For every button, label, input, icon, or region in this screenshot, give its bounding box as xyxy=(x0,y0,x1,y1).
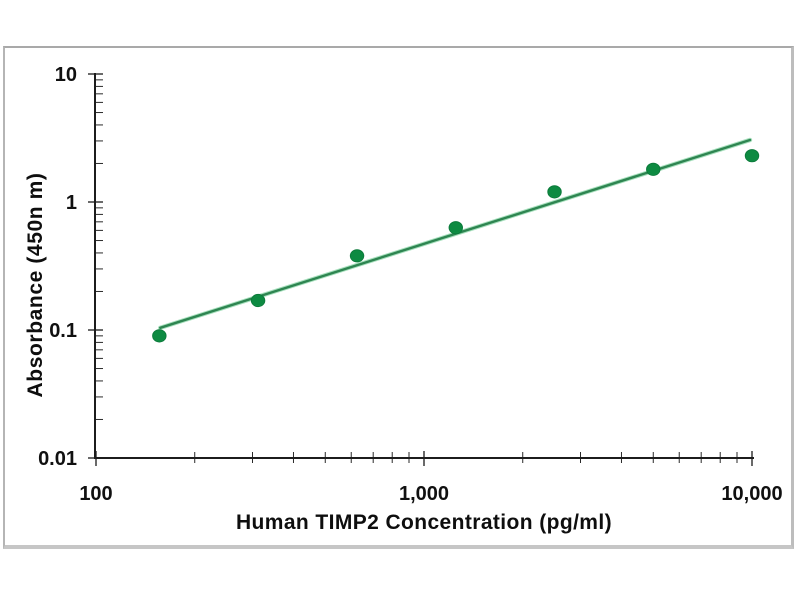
x-axis-tick-label: 10,000 xyxy=(721,483,782,505)
data-point xyxy=(250,293,266,308)
y-axis-tick-label: 1 xyxy=(66,192,77,214)
x-axis-tick-label: 1,000 xyxy=(399,483,449,505)
chart-frame-border xyxy=(3,46,794,549)
y-axis-tick-label: 0.1 xyxy=(49,320,77,342)
data-point xyxy=(448,221,463,235)
data-point xyxy=(152,329,167,343)
x-axis-tick-label: 100 xyxy=(79,483,112,505)
data-point xyxy=(547,185,562,199)
data-point xyxy=(349,249,365,263)
y-axis-title: Absorbance (450n m) xyxy=(24,172,47,398)
y-axis-tick-label: 0.01 xyxy=(38,448,77,470)
data-point xyxy=(646,162,661,176)
x-axis-title: Human TIMP2 Concentration (pg/ml) xyxy=(235,511,613,534)
data-point xyxy=(744,149,760,163)
y-axis-tick-label: 10 xyxy=(55,64,77,86)
